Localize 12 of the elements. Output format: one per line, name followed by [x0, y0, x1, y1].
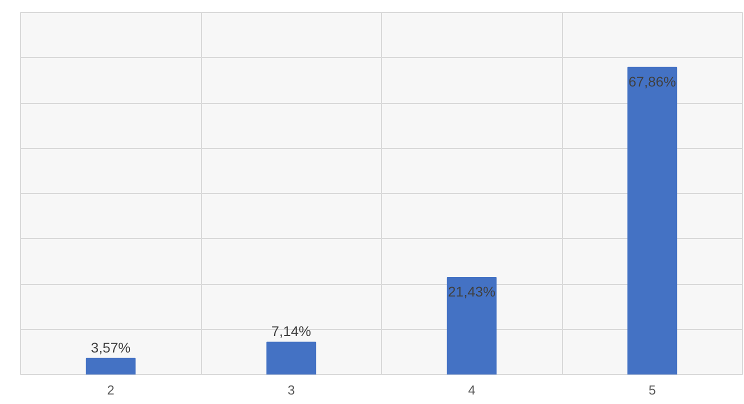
- x-tick-label: 5: [648, 382, 656, 398]
- data-label: 3,57%: [90, 339, 131, 356]
- data-label: 7,14%: [271, 323, 312, 340]
- x-tick-label: 2: [107, 382, 114, 398]
- bar: [627, 66, 678, 374]
- x-tick-label: 3: [288, 382, 295, 398]
- x-tick-label: 4: [468, 382, 476, 398]
- bar: [266, 342, 316, 374]
- bar: [86, 358, 136, 374]
- bar: [446, 277, 497, 374]
- data-label: 67,86%: [628, 73, 676, 90]
- data-label: 21,43%: [448, 284, 496, 300]
